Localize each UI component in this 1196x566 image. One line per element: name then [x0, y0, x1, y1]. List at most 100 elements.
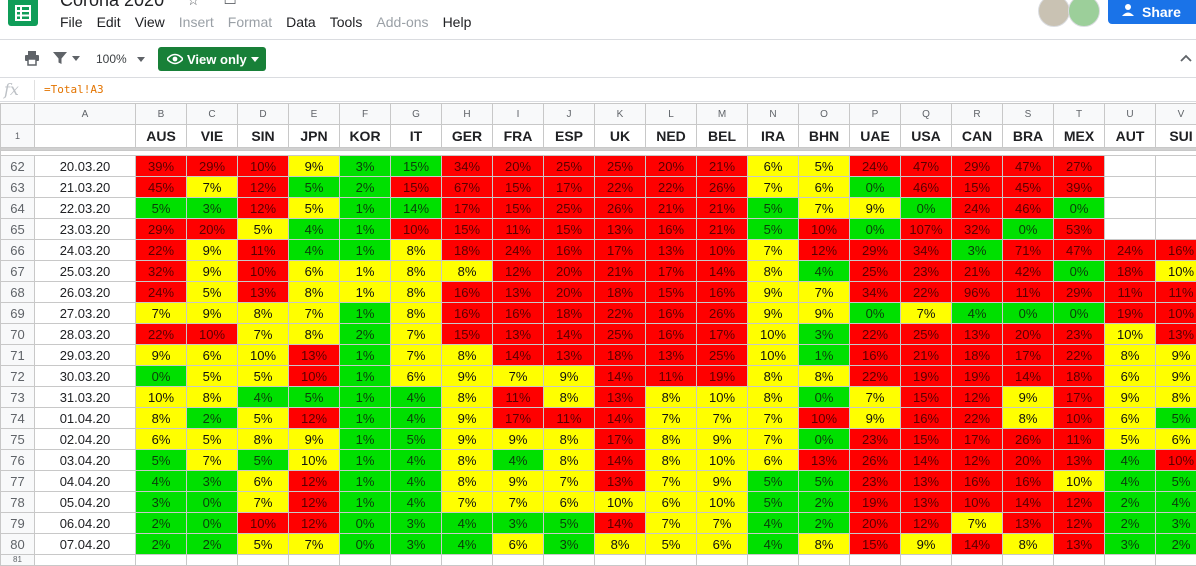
value-cell-can[interactable]: 12% [952, 450, 1003, 471]
value-cell-vie[interactable]: 20% [187, 219, 238, 240]
date-cell[interactable]: 29.03.20 [35, 345, 136, 366]
value-cell-esp[interactable]: 13% [544, 345, 595, 366]
value-cell-ger[interactable]: 8% [442, 471, 493, 492]
date-cell[interactable]: 02.04.20 [35, 429, 136, 450]
value-cell-vie[interactable]: 5% [187, 366, 238, 387]
value-cell-uae[interactable]: 15% [850, 534, 901, 555]
value-cell-mex[interactable]: 0% [1054, 261, 1105, 282]
value-cell-sin[interactable]: 10% [238, 261, 289, 282]
value-cell-vie[interactable]: 9% [187, 240, 238, 261]
collapse-menus-icon[interactable] [1180, 54, 1192, 62]
country-header-usa[interactable]: USA [901, 125, 952, 148]
row-header-72[interactable]: 72 [1, 366, 35, 387]
value-cell-ira[interactable]: 4% [748, 534, 799, 555]
value-cell-esp[interactable]: 8% [544, 450, 595, 471]
value-cell-sui[interactable] [1156, 156, 1196, 177]
value-cell-bel[interactable]: 25% [697, 345, 748, 366]
value-cell-vie[interactable]: 9% [187, 303, 238, 324]
value-cell-sui[interactable]: 10% [1156, 261, 1196, 282]
value-cell-can[interactable]: 29% [952, 156, 1003, 177]
value-cell-ger[interactable]: 9% [442, 408, 493, 429]
value-cell-can[interactable]: 12% [952, 387, 1003, 408]
value-cell-usa[interactable]: 7% [901, 303, 952, 324]
value-cell-uae[interactable]: 24% [850, 156, 901, 177]
value-cell-esp[interactable]: 8% [544, 387, 595, 408]
country-header-aut[interactable]: AUT [1105, 125, 1156, 148]
row-header-80[interactable]: 80 [1, 534, 35, 555]
value-cell-it[interactable]: 10% [391, 219, 442, 240]
value-cell-can[interactable]: 96% [952, 282, 1003, 303]
value-cell-uk[interactable]: 22% [595, 303, 646, 324]
column-header-p[interactable]: P [850, 104, 901, 125]
value-cell-ger[interactable]: 18% [442, 240, 493, 261]
value-cell-esp[interactable]: 6% [544, 492, 595, 513]
value-cell-can[interactable]: 19% [952, 366, 1003, 387]
country-header-vie[interactable]: VIE [187, 125, 238, 148]
value-cell-fra[interactable]: 24% [493, 240, 544, 261]
value-cell-usa[interactable]: 22% [901, 282, 952, 303]
value-cell-esp[interactable]: 3% [544, 534, 595, 555]
value-cell-kor[interactable]: 1% [340, 450, 391, 471]
value-cell-ned[interactable]: 22% [646, 177, 697, 198]
value-cell-sin[interactable]: 13% [238, 282, 289, 303]
value-cell-ger[interactable]: 9% [442, 429, 493, 450]
value-cell-bel[interactable]: 19% [697, 366, 748, 387]
value-cell-sin[interactable]: 12% [238, 177, 289, 198]
chevron-down-icon[interactable] [137, 57, 145, 62]
value-cell-esp[interactable]: 20% [544, 261, 595, 282]
value-cell-vie[interactable]: 0% [187, 513, 238, 534]
value-cell-aut[interactable]: 11% [1105, 282, 1156, 303]
value-cell-esp[interactable]: 20% [544, 282, 595, 303]
value-cell-usa[interactable]: 0% [901, 198, 952, 219]
value-cell-aus[interactable]: 5% [136, 450, 187, 471]
value-cell-fra[interactable]: 13% [493, 324, 544, 345]
print-icon[interactable] [24, 50, 40, 66]
value-cell-aus[interactable]: 22% [136, 240, 187, 261]
value-cell-sin[interactable]: 8% [238, 303, 289, 324]
value-cell-esp[interactable]: 14% [544, 324, 595, 345]
value-cell-aut[interactable]: 19% [1105, 303, 1156, 324]
value-cell-ned[interactable]: 11% [646, 366, 697, 387]
value-cell-can[interactable]: 24% [952, 198, 1003, 219]
value-cell-vie[interactable]: 3% [187, 471, 238, 492]
value-cell-bra[interactable]: 17% [1003, 345, 1054, 366]
value-cell-uk[interactable]: 18% [595, 345, 646, 366]
value-cell-uk[interactable]: 13% [595, 219, 646, 240]
value-cell-can[interactable]: 18% [952, 345, 1003, 366]
value-cell-ira[interactable]: 10% [748, 324, 799, 345]
value-cell-bra[interactable]: 71% [1003, 240, 1054, 261]
value-cell-uk[interactable]: 14% [595, 450, 646, 471]
value-cell-usa[interactable]: 107% [901, 219, 952, 240]
value-cell-mex[interactable]: 0% [1054, 303, 1105, 324]
value-cell-aut[interactable] [1105, 177, 1156, 198]
value-cell-sui[interactable]: 4% [1156, 492, 1196, 513]
column-header-s[interactable]: S [1003, 104, 1054, 125]
value-cell-ned[interactable]: 13% [646, 345, 697, 366]
value-cell-sin[interactable]: 6% [238, 471, 289, 492]
value-cell-esp[interactable]: 11% [544, 408, 595, 429]
value-cell-uae[interactable]: 26% [850, 450, 901, 471]
country-header-uk[interactable]: UK [595, 125, 646, 148]
value-cell-bel[interactable]: 9% [697, 429, 748, 450]
date-cell[interactable]: 07.04.20 [35, 534, 136, 555]
value-cell-jpn[interactable]: 5% [289, 198, 340, 219]
value-cell-ira[interactable]: 8% [748, 261, 799, 282]
value-cell-bhn[interactable]: 7% [799, 282, 850, 303]
value-cell-aus[interactable]: 32% [136, 261, 187, 282]
value-cell-aut[interactable]: 5% [1105, 429, 1156, 450]
value-cell-aut[interactable]: 8% [1105, 345, 1156, 366]
empty-cell[interactable] [238, 555, 289, 566]
value-cell-bhn[interactable]: 9% [799, 303, 850, 324]
value-cell-ned[interactable]: 21% [646, 198, 697, 219]
row-header-70[interactable]: 70 [1, 324, 35, 345]
value-cell-bra[interactable]: 20% [1003, 450, 1054, 471]
column-header-l[interactable]: L [646, 104, 697, 125]
value-cell-kor[interactable]: 2% [340, 324, 391, 345]
value-cell-it[interactable]: 6% [391, 366, 442, 387]
value-cell-bel[interactable]: 17% [697, 324, 748, 345]
value-cell-aut[interactable] [1105, 198, 1156, 219]
value-cell-ira[interactable]: 9% [748, 282, 799, 303]
value-cell-ger[interactable]: 34% [442, 156, 493, 177]
country-header-mex[interactable]: MEX [1054, 125, 1105, 148]
value-cell-mex[interactable]: 13% [1054, 534, 1105, 555]
